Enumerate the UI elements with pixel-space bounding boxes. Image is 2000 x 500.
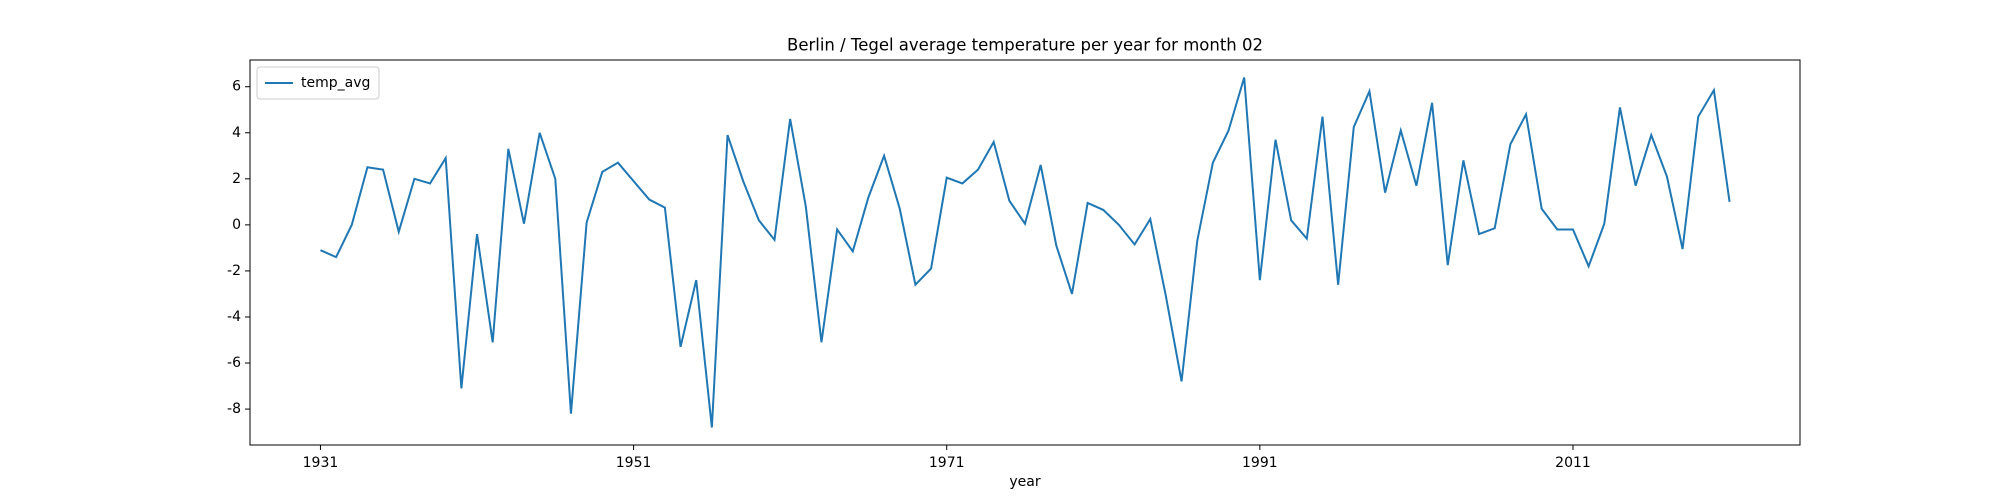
y-tick-label: -6 xyxy=(227,355,241,371)
x-tick-label: 1991 xyxy=(1242,455,1278,471)
x-axis-label: year xyxy=(1009,474,1040,490)
y-tick-label: 0 xyxy=(232,217,241,233)
y-tick-label: -2 xyxy=(227,263,241,279)
legend-label: temp_avg xyxy=(301,75,370,91)
y-tick-label: 6 xyxy=(232,79,241,95)
data-line xyxy=(320,77,1731,428)
y-tick-label: 4 xyxy=(232,125,241,141)
x-tick-label: 1931 xyxy=(303,455,339,471)
x-tick-label: 1951 xyxy=(616,455,652,471)
plot-frame xyxy=(249,59,1801,446)
x-tick-label: 2011 xyxy=(1555,455,1591,471)
chart-title: Berlin / Tegel average temperature per y… xyxy=(787,36,1263,55)
y-tick-label: -8 xyxy=(227,401,241,417)
y-tick-label: -4 xyxy=(227,309,241,325)
legend-box xyxy=(256,66,380,100)
x-tick-label: 1971 xyxy=(929,455,965,471)
y-tick-label: 2 xyxy=(232,171,241,187)
